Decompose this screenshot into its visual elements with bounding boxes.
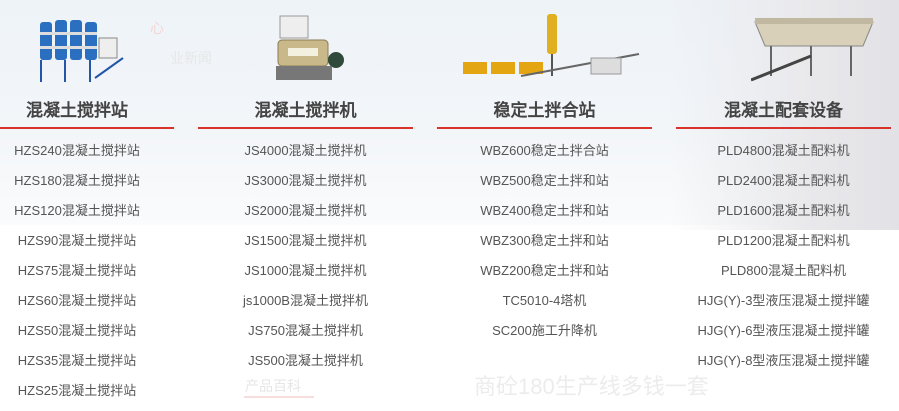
product-link[interactable]: HJG(Y)-8型液压混凝土搅拌罐 <box>697 353 870 368</box>
title-underline <box>198 127 413 129</box>
ghost-underline <box>244 396 314 398</box>
product-link[interactable]: HZS120混凝土搅拌站 <box>14 203 140 218</box>
product-link[interactable]: HZS180混凝土搅拌站 <box>14 173 140 188</box>
ghost-news-text: 业新闻 <box>170 50 212 66</box>
product-link[interactable]: JS2000混凝土搅拌机 <box>244 203 367 218</box>
product-link[interactable]: HZS25混凝土搅拌站 <box>17 383 137 398</box>
product-link[interactable]: SC200施工升降机 <box>492 323 597 338</box>
soil-mixing-plant-image[interactable] <box>461 10 643 82</box>
title-underline <box>676 127 891 129</box>
product-list: HZS240混凝土搅拌站 HZS180混凝土搅拌站 HZS120混凝土搅拌站 H… <box>0 141 174 411</box>
product-link[interactable]: HZS60混凝土搅拌站 <box>17 293 137 308</box>
product-link[interactable]: JS1000混凝土搅拌机 <box>244 263 367 278</box>
product-link[interactable]: JS750混凝土搅拌机 <box>248 323 363 338</box>
product-link[interactable]: PLD1200混凝土配料机 <box>717 233 850 248</box>
product-link[interactable]: WBZ500稳定土拌和站 <box>480 173 609 188</box>
product-link[interactable]: TC5010-4塔机 <box>502 293 587 308</box>
category-title[interactable]: 混凝土搅拌机 <box>254 101 357 120</box>
product-link[interactable]: HZS35混凝土搅拌站 <box>17 353 137 368</box>
product-list: JS4000混凝土搅拌机 JS3000混凝土搅拌机 JS2000混凝土搅拌机 J… <box>198 141 413 381</box>
product-link[interactable]: PLD4800混凝土配料机 <box>717 143 850 158</box>
product-link[interactable]: HZS75混凝土搅拌站 <box>17 263 137 278</box>
category-title[interactable]: 稳定土拌合站 <box>493 101 596 120</box>
product-link[interactable]: JS500混凝土搅拌机 <box>248 353 363 368</box>
product-link[interactable]: JS3000混凝土搅拌机 <box>244 173 367 188</box>
batching-machine-image[interactable] <box>751 10 877 82</box>
ghost-encyclopedia-text: 产品百科 <box>245 378 301 394</box>
product-link[interactable]: PLD1600混凝土配料机 <box>717 203 850 218</box>
concrete-mixer-image[interactable] <box>270 10 350 82</box>
product-link[interactable]: HZS90混凝土搅拌站 <box>17 233 137 248</box>
batching-plant-image[interactable] <box>35 10 125 82</box>
ghost-center-text: 心 <box>150 20 164 36</box>
product-link[interactable]: HZS240混凝土搅拌站 <box>14 143 140 158</box>
product-link[interactable]: HZS50混凝土搅拌站 <box>17 323 137 338</box>
product-link[interactable]: js1000B混凝土搅拌机 <box>243 293 368 308</box>
product-link[interactable]: JS4000混凝土搅拌机 <box>244 143 367 158</box>
product-link[interactable]: PLD2400混凝土配料机 <box>717 173 850 188</box>
title-underline <box>437 127 652 129</box>
product-link[interactable]: WBZ200稳定土拌和站 <box>480 263 609 278</box>
product-list: WBZ600稳定土拌合站 WBZ500稳定土拌和站 WBZ400稳定土拌和站 W… <box>437 141 652 351</box>
ghost-news-title: 商砼180生产线多钱一套 <box>474 374 709 399</box>
product-link[interactable]: JS1500混凝土搅拌机 <box>244 233 367 248</box>
product-link[interactable]: WBZ400稳定土拌和站 <box>480 203 609 218</box>
product-link[interactable]: HJG(Y)-3型液压混凝土搅拌罐 <box>697 293 870 308</box>
category-title[interactable]: 混凝土搅拌站 <box>26 101 128 120</box>
product-link[interactable]: HJG(Y)-6型液压混凝土搅拌罐 <box>697 323 870 338</box>
category-title[interactable]: 混凝土配套设备 <box>724 101 843 120</box>
product-link[interactable]: WBZ300稳定土拌和站 <box>480 233 609 248</box>
product-list: PLD4800混凝土配料机 PLD2400混凝土配料机 PLD1600混凝土配料… <box>676 141 891 381</box>
title-underline <box>0 127 174 129</box>
product-link[interactable]: WBZ600稳定土拌合站 <box>480 143 609 158</box>
product-link[interactable]: PLD800混凝土配料机 <box>721 263 846 278</box>
